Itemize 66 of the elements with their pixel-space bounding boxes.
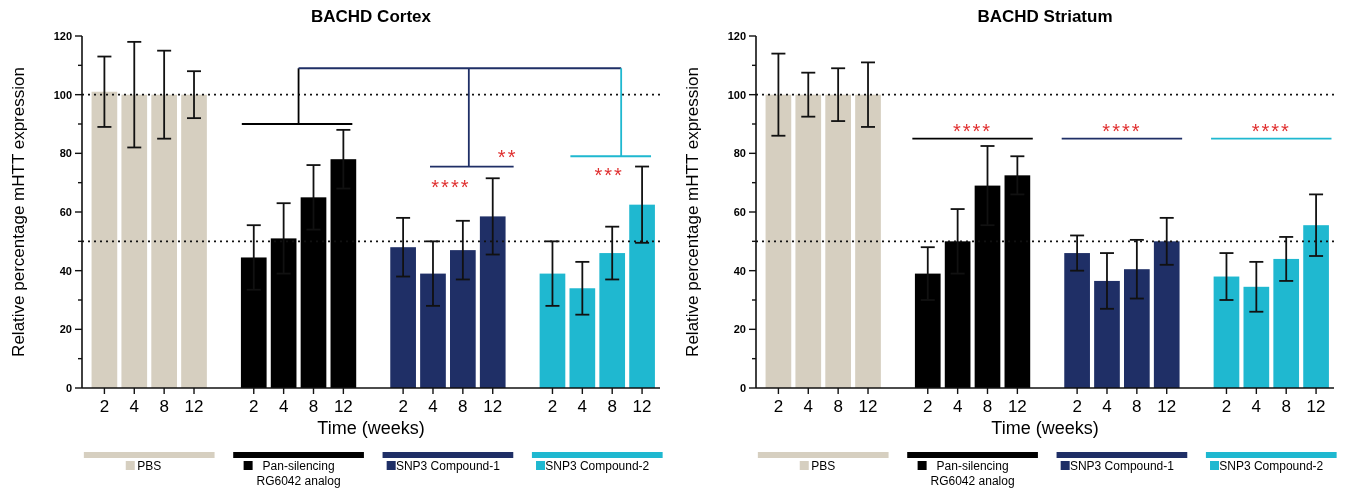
annotation: **** — [952, 119, 993, 142]
legend-label: PBS — [137, 459, 162, 473]
x-tick-label: 12 — [1007, 397, 1027, 416]
x-axis-title: Time (weeks) — [317, 418, 425, 438]
y-tick-label: 80 — [59, 147, 72, 160]
y-axis-title: Relative percentage mHTT expression — [9, 67, 28, 357]
x-tick-label: 4 — [1102, 397, 1112, 416]
x-tick-label: 4 — [428, 397, 438, 416]
x-tick-label: 12 — [1306, 397, 1326, 416]
y-tick-label: 0 — [65, 381, 72, 394]
x-tick-label: 12 — [1157, 397, 1177, 416]
y-tick-label: 120 — [53, 29, 72, 42]
x-tick-label: 2 — [923, 397, 933, 416]
x-tick-label: 2 — [99, 397, 110, 416]
x-tick-label: 8 — [1281, 397, 1291, 416]
x-tick-label: 4 — [952, 397, 963, 416]
y-tick-label: 0 — [739, 381, 746, 394]
y-tick-label: 20 — [733, 323, 746, 336]
y-tick-label: 80 — [733, 147, 746, 160]
x-tick-label: 12 — [333, 397, 353, 416]
x-tick-label: 12 — [483, 397, 503, 416]
x-tick-label: 4 — [577, 397, 588, 416]
annotation: ** — [497, 146, 518, 169]
x-tick-label: 12 — [184, 397, 204, 416]
y-tick-label: 20 — [59, 323, 72, 336]
x-tick-label: 2 — [398, 397, 408, 416]
x-tick-label: 8 — [982, 397, 993, 416]
annotation: **** — [1251, 119, 1291, 142]
x-tick-label: 8 — [308, 397, 319, 416]
annotation: **** — [431, 175, 471, 198]
x-tick-label: 4 — [803, 397, 814, 416]
x-tick-label: 8 — [1132, 397, 1142, 416]
x-axis-title: Time (weeks) — [991, 418, 1099, 438]
x-tick-label: 12 — [858, 397, 878, 416]
x-tick-label: 4 — [278, 397, 289, 416]
y-tick-label: 120 — [727, 29, 746, 42]
legend-label: PBS — [811, 459, 836, 473]
chart-title: BACHD Cortex — [311, 7, 432, 26]
legend-label: Pan-silencing RG6042 analog — [930, 459, 1015, 488]
annotation: **** — [1102, 119, 1142, 142]
x-tick-label: 2 — [249, 397, 259, 416]
x-tick-label: 2 — [1072, 397, 1082, 416]
x-tick-label: 12 — [632, 397, 652, 416]
annotation: *** — [594, 163, 624, 186]
x-tick-label: 2 — [547, 397, 558, 416]
legend-label: SNP3 Compound-2 — [545, 459, 650, 473]
x-tick-label: 8 — [458, 397, 468, 416]
x-tick-label: 2 — [773, 397, 784, 416]
x-tick-label: 4 — [1251, 397, 1262, 416]
y-tick-label: 40 — [59, 264, 72, 277]
y-tick-label: 100 — [53, 88, 72, 101]
legend-label: SNP3 Compound-1 — [395, 459, 501, 473]
x-tick-label: 8 — [833, 397, 843, 416]
legend-label: Pan-silencing RG6042 analog — [256, 459, 341, 488]
y-tick-label: 40 — [733, 264, 746, 277]
legend-label: SNP3 Compound-2 — [1219, 459, 1324, 473]
y-tick-label: 60 — [733, 205, 746, 218]
x-tick-label: 2 — [1221, 397, 1232, 416]
y-tick-label: 60 — [59, 205, 72, 218]
x-tick-label: 8 — [607, 397, 617, 416]
y-axis-title: Relative percentage mHTT expression — [683, 67, 702, 357]
x-tick-label: 4 — [129, 397, 140, 416]
legend-label: SNP3 Compound-1 — [1069, 459, 1175, 473]
x-tick-label: 8 — [159, 397, 169, 416]
chart-title: BACHD Striatum — [977, 7, 1113, 26]
y-tick-label: 100 — [727, 88, 746, 101]
